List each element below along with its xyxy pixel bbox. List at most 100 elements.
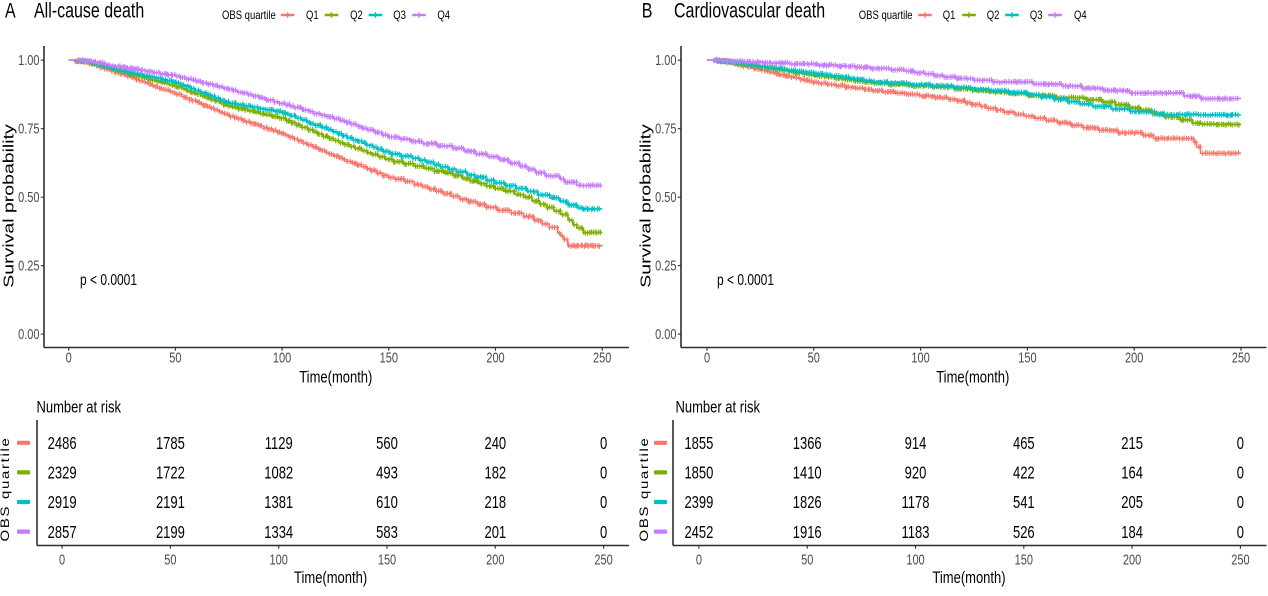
svg-text:Q3: Q3 [393, 9, 406, 22]
svg-text:2191: 2191 [156, 493, 185, 512]
svg-text:1082: 1082 [264, 464, 293, 483]
svg-text:50: 50 [169, 349, 181, 366]
svg-text:0: 0 [600, 493, 607, 512]
svg-text:All-cause death: All-cause death [34, 0, 144, 22]
svg-text:1850: 1850 [684, 464, 713, 483]
svg-text:Q4: Q4 [437, 9, 450, 22]
svg-text:50: 50 [808, 349, 820, 366]
svg-text:1129: 1129 [265, 434, 293, 453]
svg-text:1916: 1916 [793, 523, 822, 542]
svg-text:200: 200 [486, 349, 504, 366]
svg-text:Q3: Q3 [1030, 9, 1043, 22]
svg-text:0.25: 0.25 [655, 257, 676, 274]
svg-text:p < 0.0001: p < 0.0001 [717, 270, 774, 288]
svg-text:50: 50 [801, 551, 813, 568]
svg-text:1381: 1381 [264, 493, 293, 512]
svg-text:0.00: 0.00 [18, 325, 39, 342]
svg-text:0: 0 [600, 464, 607, 483]
svg-text:2399: 2399 [684, 493, 713, 512]
svg-text:200: 200 [1125, 349, 1143, 366]
svg-text:Q1: Q1 [943, 9, 956, 22]
svg-text:541: 541 [1013, 493, 1035, 512]
svg-text:2919: 2919 [48, 493, 77, 512]
svg-text:0.50: 0.50 [18, 189, 39, 206]
svg-text:200: 200 [486, 551, 504, 568]
svg-text:Time(month): Time(month) [299, 368, 372, 387]
svg-text:Number at risk: Number at risk [37, 398, 122, 417]
svg-text:0: 0 [66, 349, 72, 366]
svg-text:1410: 1410 [793, 464, 822, 483]
svg-text:0.00: 0.00 [655, 325, 676, 342]
svg-text:Q4: Q4 [1074, 9, 1087, 22]
svg-text:0.25: 0.25 [18, 257, 39, 274]
svg-text:OBS quartile: OBS quartile [0, 437, 12, 542]
svg-text:2486: 2486 [48, 434, 77, 453]
svg-text:583: 583 [376, 523, 398, 542]
svg-text:0: 0 [59, 551, 65, 568]
svg-text:Q2: Q2 [350, 9, 363, 22]
svg-text:1826: 1826 [793, 493, 822, 512]
svg-text:920: 920 [905, 464, 927, 483]
svg-text:p < 0.0001: p < 0.0001 [80, 270, 137, 288]
svg-text:0.75: 0.75 [655, 120, 676, 137]
svg-text:493: 493 [376, 464, 398, 483]
svg-text:50: 50 [164, 551, 176, 568]
svg-text:1855: 1855 [684, 434, 713, 453]
svg-text:182: 182 [484, 464, 506, 483]
svg-text:OBS quartile: OBS quartile [638, 437, 651, 542]
svg-text:164: 164 [1121, 464, 1143, 483]
svg-text:205: 205 [1121, 493, 1143, 512]
svg-text:0.75: 0.75 [18, 120, 39, 137]
svg-text:1366: 1366 [793, 434, 822, 453]
svg-text:Cardiovascular death: Cardiovascular death [674, 0, 825, 22]
svg-text:150: 150 [1015, 551, 1033, 568]
svg-text:610: 610 [376, 493, 398, 512]
svg-text:1183: 1183 [902, 523, 930, 542]
svg-text:215: 215 [1121, 434, 1143, 453]
svg-text:0.50: 0.50 [655, 189, 676, 206]
svg-text:150: 150 [1018, 349, 1036, 366]
svg-text:2857: 2857 [48, 523, 77, 542]
svg-text:218: 218 [484, 493, 506, 512]
svg-text:B: B [642, 0, 653, 22]
svg-text:0: 0 [696, 551, 702, 568]
svg-text:0: 0 [600, 523, 607, 542]
svg-text:914: 914 [905, 434, 927, 453]
svg-text:1722: 1722 [156, 464, 185, 483]
svg-text:100: 100 [270, 551, 288, 568]
svg-text:OBS quartile: OBS quartile [222, 9, 276, 22]
svg-text:Survival probability: Survival probability [637, 124, 654, 288]
svg-text:1334: 1334 [264, 523, 293, 542]
svg-text:Time(month): Time(month) [294, 568, 367, 587]
svg-text:Survival probability: Survival probability [0, 124, 17, 288]
svg-text:2199: 2199 [156, 523, 185, 542]
svg-text:A: A [5, 0, 16, 22]
svg-text:Time(month): Time(month) [932, 568, 1005, 587]
svg-text:1785: 1785 [156, 434, 185, 453]
svg-text:1.00: 1.00 [18, 52, 39, 69]
svg-text:200: 200 [1123, 551, 1141, 568]
svg-text:Time(month): Time(month) [936, 368, 1009, 387]
svg-text:250: 250 [593, 349, 611, 366]
svg-text:2329: 2329 [48, 464, 77, 483]
svg-text:150: 150 [380, 349, 398, 366]
svg-text:560: 560 [376, 434, 398, 453]
svg-text:526: 526 [1013, 523, 1035, 542]
svg-text:201: 201 [484, 523, 506, 542]
svg-text:250: 250 [594, 551, 612, 568]
svg-text:2452: 2452 [684, 523, 713, 542]
svg-text:150: 150 [378, 551, 396, 568]
svg-text:Number at risk: Number at risk [676, 398, 761, 417]
svg-text:0: 0 [1237, 493, 1244, 512]
svg-text:422: 422 [1013, 464, 1035, 483]
svg-text:100: 100 [911, 349, 929, 366]
svg-text:Q1: Q1 [306, 9, 319, 22]
svg-text:1178: 1178 [902, 493, 930, 512]
svg-text:0: 0 [1237, 523, 1244, 542]
svg-text:0: 0 [704, 349, 710, 366]
svg-text:100: 100 [906, 551, 924, 568]
svg-text:250: 250 [1231, 551, 1249, 568]
svg-text:0: 0 [600, 434, 607, 453]
svg-text:250: 250 [1232, 349, 1250, 366]
svg-text:Q2: Q2 [987, 9, 1000, 22]
